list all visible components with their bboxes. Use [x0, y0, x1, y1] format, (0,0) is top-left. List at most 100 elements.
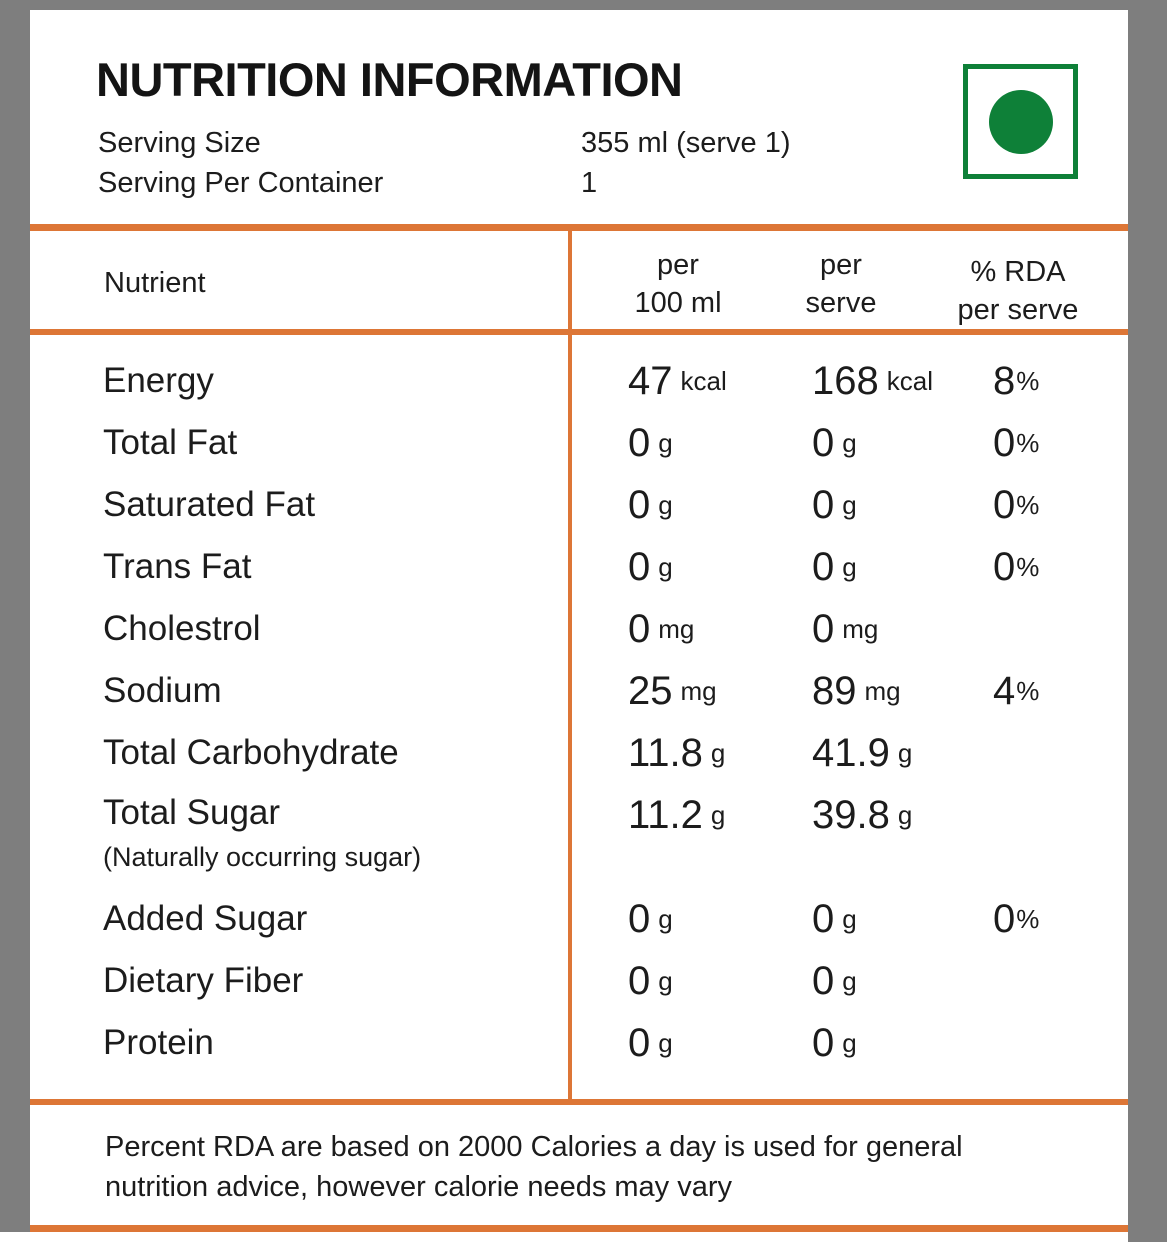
per-100ml-unit: g	[658, 427, 673, 458]
per-serve-cell: 39.8 g	[812, 784, 993, 846]
per-serve-value: 89	[812, 668, 857, 713]
per-serve-value: 0	[812, 420, 835, 465]
column-header-line: per	[820, 249, 862, 281]
per-100ml-value: 0	[628, 544, 651, 589]
table-row: Added Sugar 0 g 0 g 0 %	[30, 888, 1128, 950]
per-100ml-unit: g	[658, 551, 673, 582]
per-100ml-value: 0	[628, 482, 651, 527]
per-serve-value: 0	[812, 482, 835, 527]
rda-cell	[993, 722, 1128, 784]
rda-cell	[993, 950, 1128, 1012]
per-serve-unit: g	[897, 799, 913, 830]
nutrient-label: Total Fat	[103, 423, 238, 462]
divider-vertical	[568, 224, 572, 1105]
nutrient-label: Dietary Fiber	[103, 961, 304, 1000]
nutrient-label: Cholestrol	[103, 609, 261, 648]
rda-cell	[993, 784, 1128, 846]
table-row: Protein 0 g 0 g	[30, 1012, 1128, 1074]
column-header-line: 100 ml	[634, 287, 722, 319]
rda-value: 0	[993, 544, 1016, 589]
per-serve-value: 41.9	[812, 730, 890, 775]
per-serve-cell: 0 g	[812, 474, 993, 536]
per-100ml-unit: mg	[680, 675, 717, 706]
per-serve-value: 168	[812, 358, 879, 403]
rda-unit: %	[1016, 903, 1040, 934]
nutrient-cell: Energy	[30, 350, 628, 412]
per-serve-cell: 89 mg	[812, 660, 993, 722]
column-header-line: serve	[805, 287, 877, 319]
per-100ml-cell: 0 mg	[628, 598, 812, 660]
column-header-rda: % RDA per serve	[938, 253, 1098, 329]
footer-note: Percent RDA are based on 2000 Calories a…	[105, 1127, 1045, 1207]
frame-top	[0, 0, 1167, 10]
per-100ml-cell: 11.8 g	[628, 722, 812, 784]
nutrient-cell: Total Carbohydrate	[30, 722, 628, 784]
rda-value: 0	[993, 896, 1016, 941]
column-header-line: per	[657, 249, 699, 281]
serving-size-label: Serving Size	[98, 127, 261, 159]
per-100ml-unit: g	[710, 799, 726, 830]
per-serve-unit: mg	[842, 613, 879, 644]
per-100ml-unit: g	[710, 737, 726, 768]
veg-mark-icon	[963, 64, 1078, 179]
veg-dot-icon	[988, 89, 1053, 154]
per-serve-unit: mg	[864, 675, 901, 706]
per-serve-cell: 0 g	[812, 412, 993, 474]
per-serve-value: 0	[812, 544, 835, 589]
per-serve-cell: 0 g	[812, 1012, 993, 1074]
per-100ml-cell: 11.2 g	[628, 784, 812, 846]
per-100ml-unit: g	[658, 903, 673, 934]
per-serve-cell: 0 g	[812, 950, 993, 1012]
rda-cell: 4 %	[993, 660, 1128, 722]
footer-line: nutrition advice, however calorie needs …	[105, 1171, 733, 1203]
per-100ml-value: 11.8	[628, 730, 703, 775]
rda-unit: %	[1016, 427, 1040, 458]
page-title: NUTRITION INFORMATION	[96, 53, 683, 106]
rda-cell	[993, 1012, 1128, 1074]
per-100ml-cell: 0 g	[628, 474, 812, 536]
per-serve-value: 0	[812, 896, 835, 941]
per-100ml-value: 25	[628, 668, 673, 713]
per-100ml-cell: 0 g	[628, 1012, 812, 1074]
rda-value: 8	[993, 358, 1016, 403]
per-serve-unit: g	[842, 489, 857, 520]
per-100ml-value: 0	[628, 896, 651, 941]
per-serve-unit: g	[842, 1027, 857, 1058]
per-serve-value: 0	[812, 606, 835, 651]
per-serve-unit: g	[842, 903, 857, 934]
nutrient-label: Energy	[103, 361, 214, 400]
nutrient-cell: Sodium	[30, 660, 628, 722]
divider-table-bottom	[30, 1099, 1128, 1105]
serving-per-container-value: 1	[581, 167, 598, 199]
rda-cell: 0 %	[993, 474, 1128, 536]
per-100ml-unit: g	[658, 965, 673, 996]
serving-size-value: 355 ml (serve 1)	[581, 127, 791, 159]
rda-cell: 0 %	[993, 888, 1128, 950]
per-100ml-value: 0	[628, 420, 651, 465]
per-100ml-unit: mg	[658, 613, 695, 644]
rda-value: 4	[993, 668, 1016, 713]
per-serve-cell: 168 kcal	[812, 350, 993, 412]
nutrient-label: Trans Fat	[103, 547, 252, 586]
nutrient-note: (Naturally occurring sugar)	[103, 842, 422, 872]
rda-unit: %	[1016, 675, 1040, 706]
table-row: Dietary Fiber 0 g 0 g	[30, 950, 1128, 1012]
table-row: Saturated Fat 0 g 0 g 0 %	[30, 474, 1128, 536]
nutrient-label: Total Sugar	[103, 793, 281, 832]
rda-cell: 8 %	[993, 350, 1128, 412]
per-serve-cell: 0 g	[812, 888, 993, 950]
per-serve-value: 0	[812, 958, 835, 1003]
per-100ml-value: 11.2	[628, 792, 703, 837]
per-100ml-unit: kcal	[680, 365, 727, 396]
per-serve-unit: kcal	[886, 365, 933, 396]
nutrient-label: Added Sugar	[103, 899, 308, 938]
nutrient-cell: Added Sugar	[30, 888, 628, 950]
rda-value: 0	[993, 482, 1016, 527]
column-header-per-100ml: per 100 ml	[600, 246, 756, 322]
per-serve-value: 39.8	[812, 792, 890, 837]
table-body: Energy 47 kcal 168 kcal 8 % Total Fat	[30, 335, 1128, 1074]
divider-table-top	[30, 224, 1128, 231]
per-serve-unit: g	[842, 427, 857, 458]
rda-unit: %	[1016, 489, 1040, 520]
